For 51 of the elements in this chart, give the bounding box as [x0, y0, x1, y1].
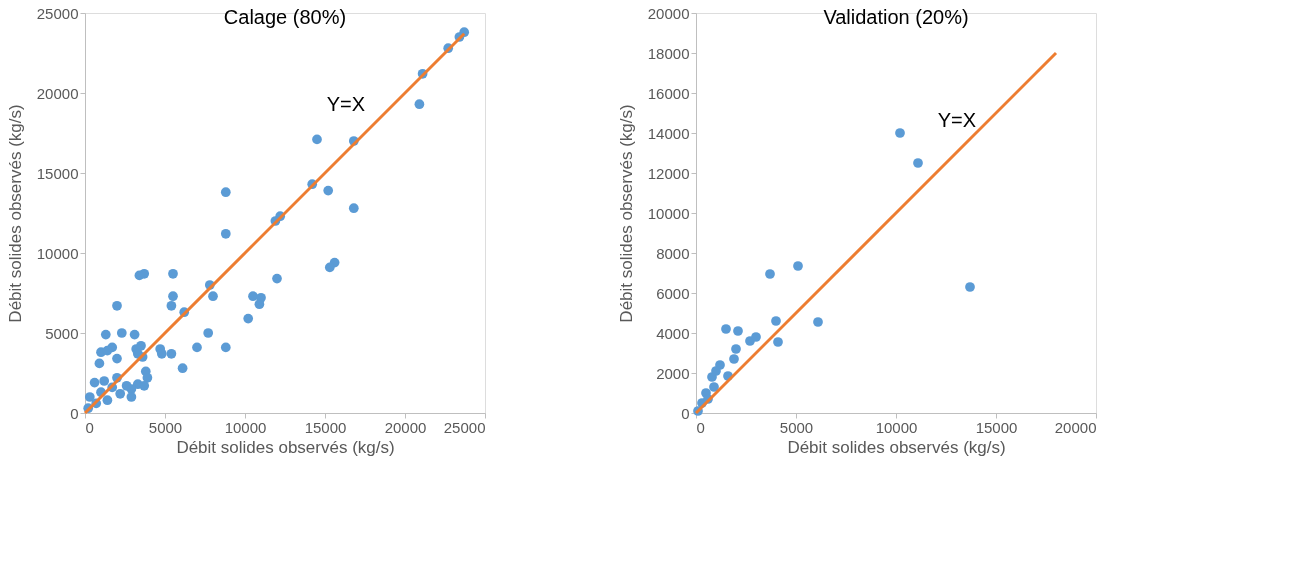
x-tick-label: 5000	[779, 418, 814, 436]
point	[913, 158, 923, 168]
point	[793, 261, 803, 271]
point	[721, 324, 731, 334]
y-tick-label: 12000	[647, 164, 690, 182]
y-tick-label: 16000	[647, 84, 690, 102]
y-tick-label: 5000	[45, 324, 79, 342]
y-tick-label: 20000	[36, 84, 79, 102]
y-tick-label: 18000	[647, 44, 690, 62]
y-tick-label: 25000	[36, 4, 79, 22]
point	[751, 332, 761, 342]
annotation: Y=X	[326, 93, 365, 115]
y-tick-label: 15000	[36, 164, 79, 182]
y-tick-label: 10000	[36, 244, 79, 262]
x-tick-label: 5000	[148, 418, 183, 436]
y-tick-label: 8000	[656, 244, 690, 262]
chart-title: Calage (80%)	[223, 6, 347, 28]
x-axis-title: Débit solides observés (kg/s)	[787, 437, 1006, 457]
x-tick-label: 0	[85, 418, 94, 436]
annotation: Y=X	[937, 109, 976, 131]
point	[813, 317, 823, 327]
x-tick-label: 25000	[443, 418, 486, 436]
y-axis-title: Débit solides observés (kg/s)	[616, 104, 636, 323]
point	[729, 354, 739, 364]
y-axis-title: Débit solides observés (kg/s)	[5, 104, 25, 323]
y-tick-label: 14000	[647, 124, 690, 142]
y-tick-label: 10000	[647, 204, 690, 222]
x-tick-label: 0	[696, 418, 705, 436]
point	[765, 269, 775, 279]
point	[771, 316, 781, 326]
x-tick-label: 15000	[304, 418, 347, 436]
x-axis-title: Débit solides observés (kg/s)	[176, 437, 395, 457]
x-tick-label: 15000	[975, 418, 1018, 436]
y-tick-label: 20000	[647, 4, 690, 22]
y-tick-label: 6000	[656, 284, 690, 302]
point	[895, 128, 905, 138]
x-tick-label: 10000	[224, 418, 267, 436]
point	[733, 326, 743, 336]
x-tick-label: 10000	[875, 418, 918, 436]
point	[731, 344, 741, 354]
point	[709, 382, 719, 392]
point	[711, 366, 721, 376]
x-tick-label: 20000	[384, 418, 427, 436]
point	[965, 282, 975, 292]
point	[773, 337, 783, 347]
y-tick-label: 0	[70, 404, 79, 422]
y-tick-label: 4000	[656, 324, 690, 342]
y-tick-label: 2000	[656, 364, 690, 382]
x-tick-label: 20000	[1054, 418, 1097, 436]
chart-title: Validation (20%)	[823, 6, 969, 28]
y-tick-label: 0	[681, 404, 690, 422]
